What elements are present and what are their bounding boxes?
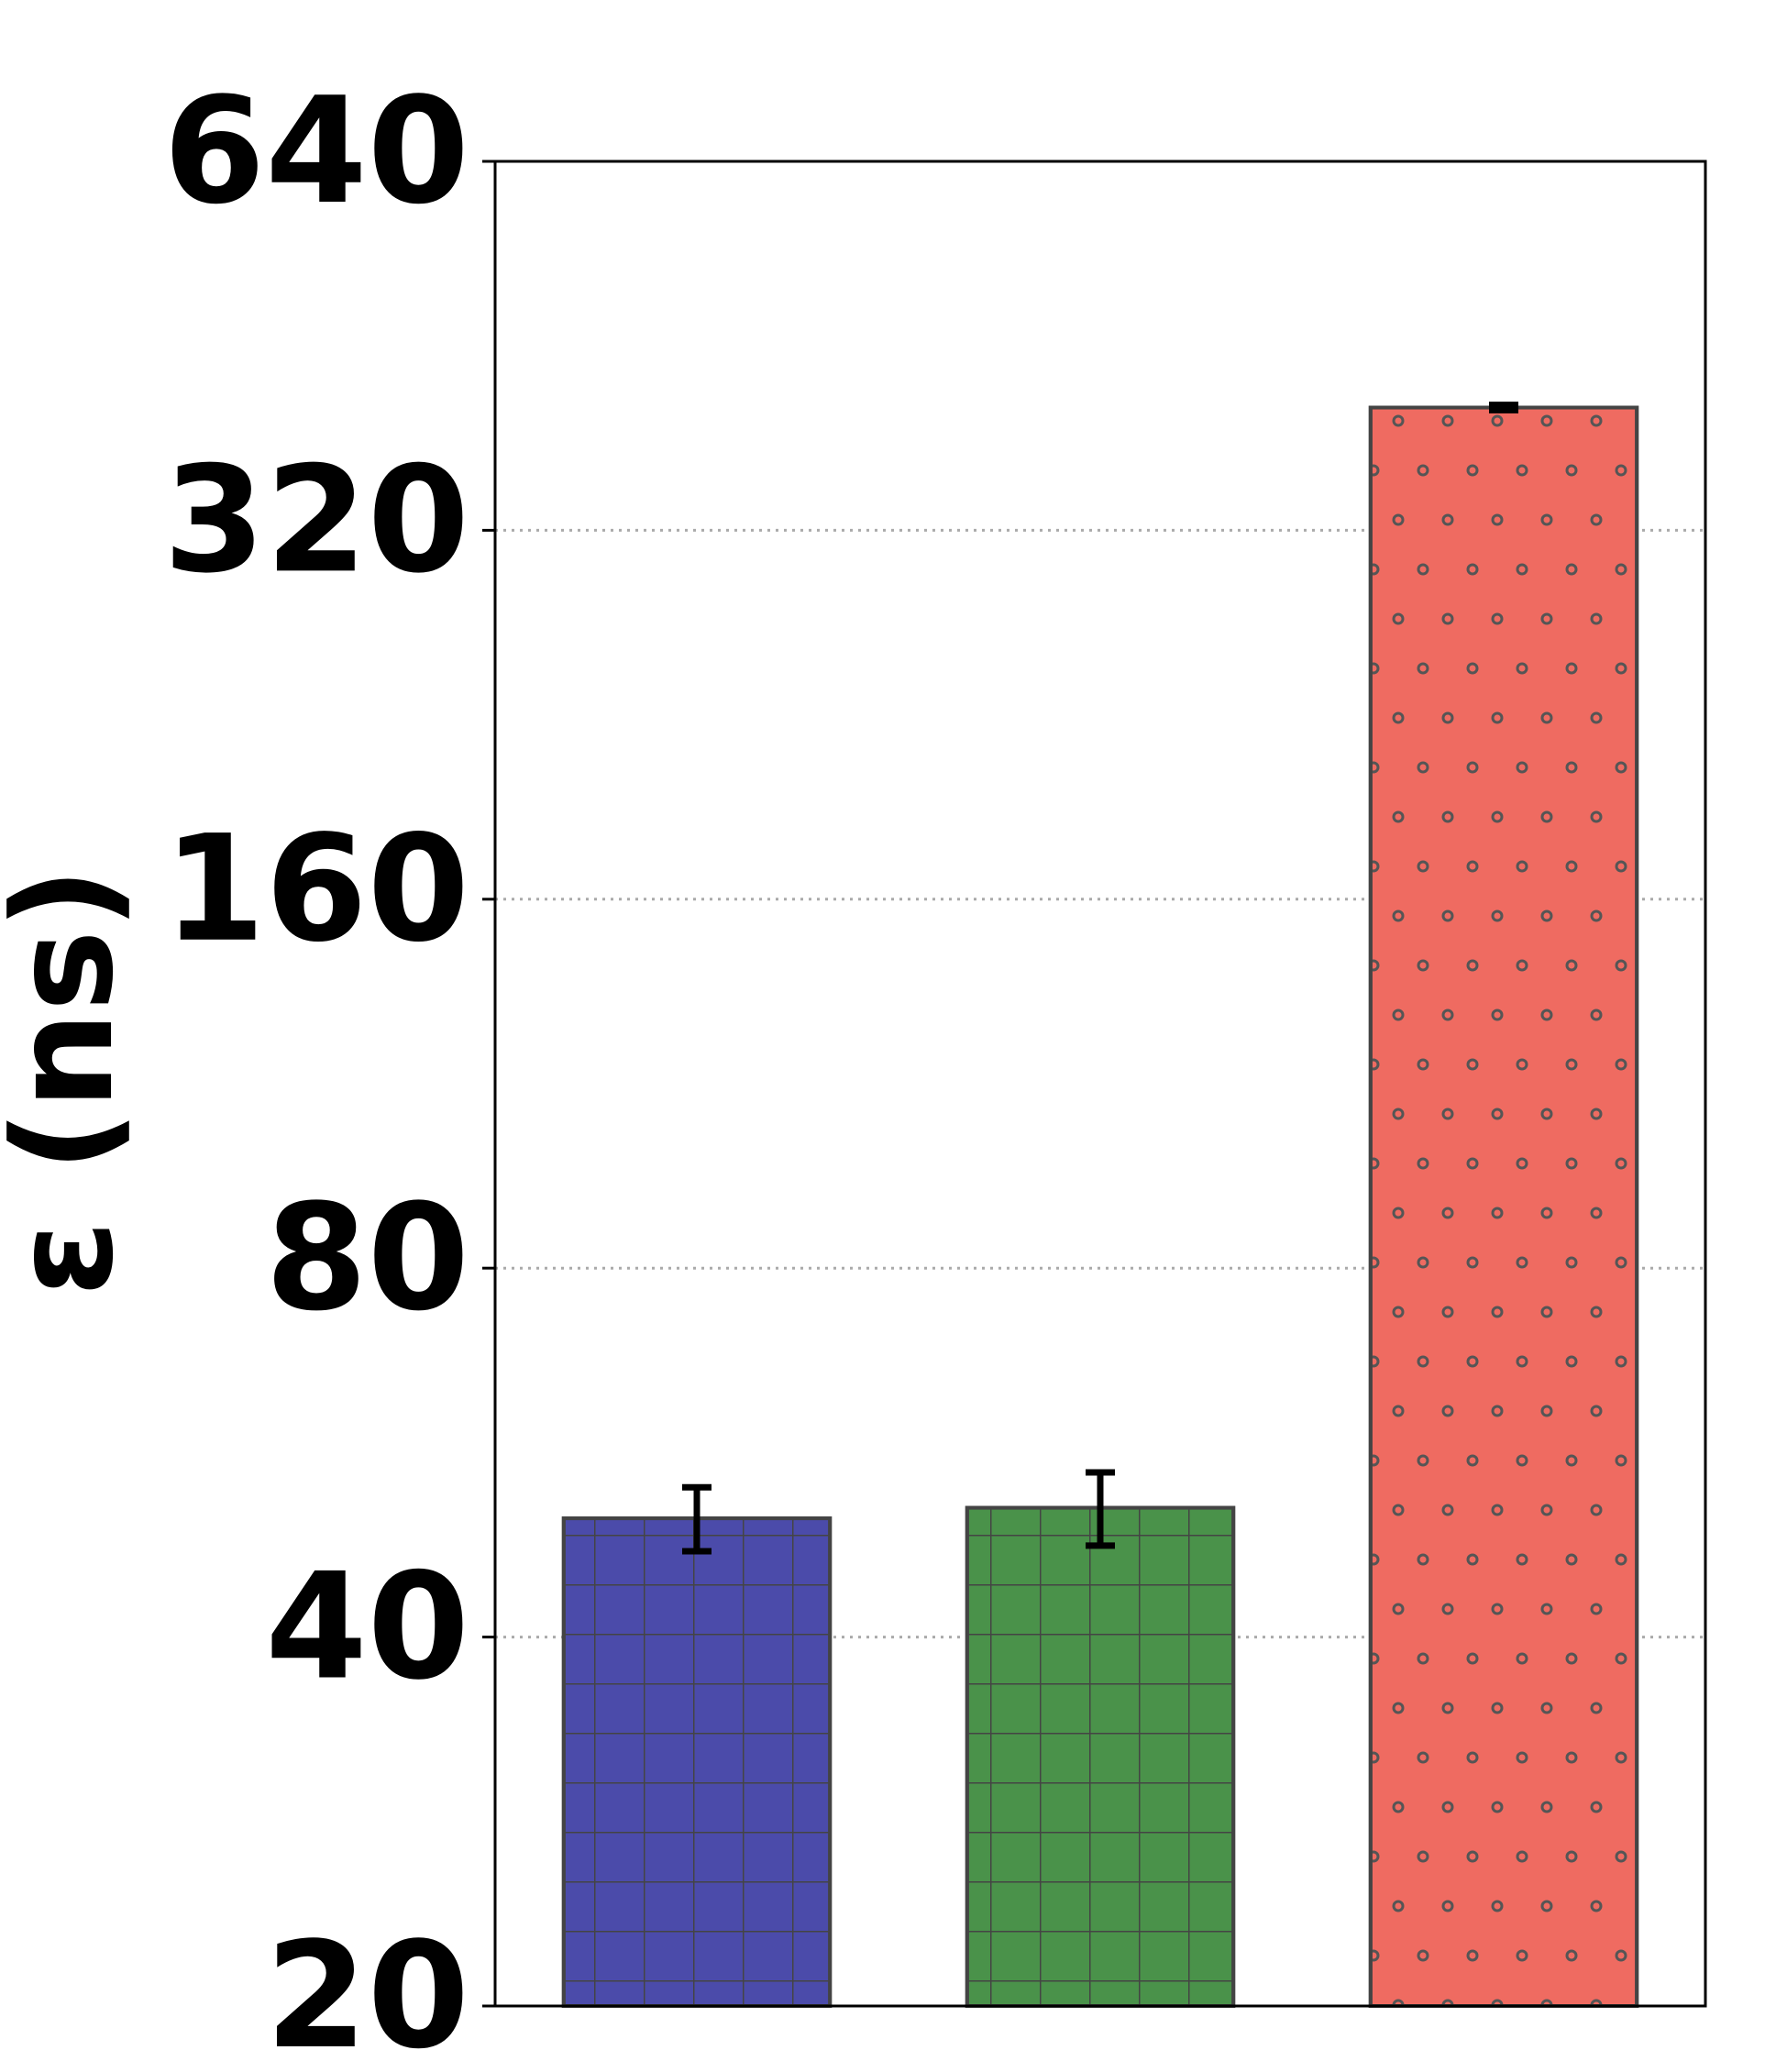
error-bar xyxy=(1489,402,1518,413)
y-tick-label: 40 xyxy=(265,1541,469,1713)
error-bar xyxy=(682,1483,712,1555)
bar-hatch xyxy=(965,1505,1236,2008)
y-tick-label: 160 xyxy=(163,803,469,975)
bar-hatch xyxy=(1368,405,1639,2009)
plot-frame xyxy=(493,160,1707,2008)
bar-hatch xyxy=(561,1516,833,2008)
y-tick-label: 80 xyxy=(265,1172,469,1343)
y-axis-label: ε (ns) xyxy=(0,867,144,1297)
y-tick-label: 640 xyxy=(163,65,469,237)
y-tick-label: 20 xyxy=(265,1910,469,2072)
y-tick-label: 320 xyxy=(163,434,469,605)
error-bar xyxy=(1086,1469,1115,1549)
